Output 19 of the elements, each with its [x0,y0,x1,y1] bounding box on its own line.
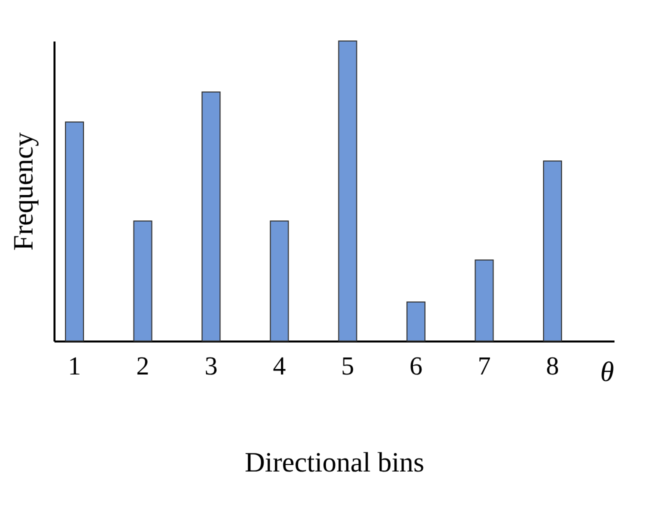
x-tick-label: 6 [409,352,422,380]
bar [338,40,358,342]
x-tick-label: 7 [478,352,491,380]
x-tick-label: 8 [546,352,560,380]
x-tick-label: 2 [136,352,150,380]
y-axis-title: Frequency [8,132,40,251]
x-tick-label: 3 [204,352,218,380]
x-tick-label: 5 [341,352,354,380]
bar [133,220,152,342]
x-tick-label: 4 [272,352,286,380]
x-axis-title: Directional bins [244,448,424,478]
bar [543,160,562,342]
text: θ [600,357,614,388]
bar [64,122,84,342]
bar [202,92,221,342]
bar [406,302,426,342]
bar [270,220,289,342]
bar [474,260,494,342]
x-tick-label: 1 [68,352,81,380]
